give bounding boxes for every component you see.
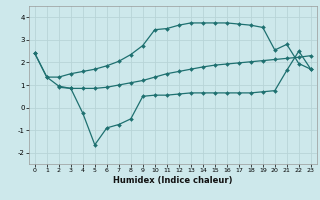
X-axis label: Humidex (Indice chaleur): Humidex (Indice chaleur) (113, 176, 233, 185)
